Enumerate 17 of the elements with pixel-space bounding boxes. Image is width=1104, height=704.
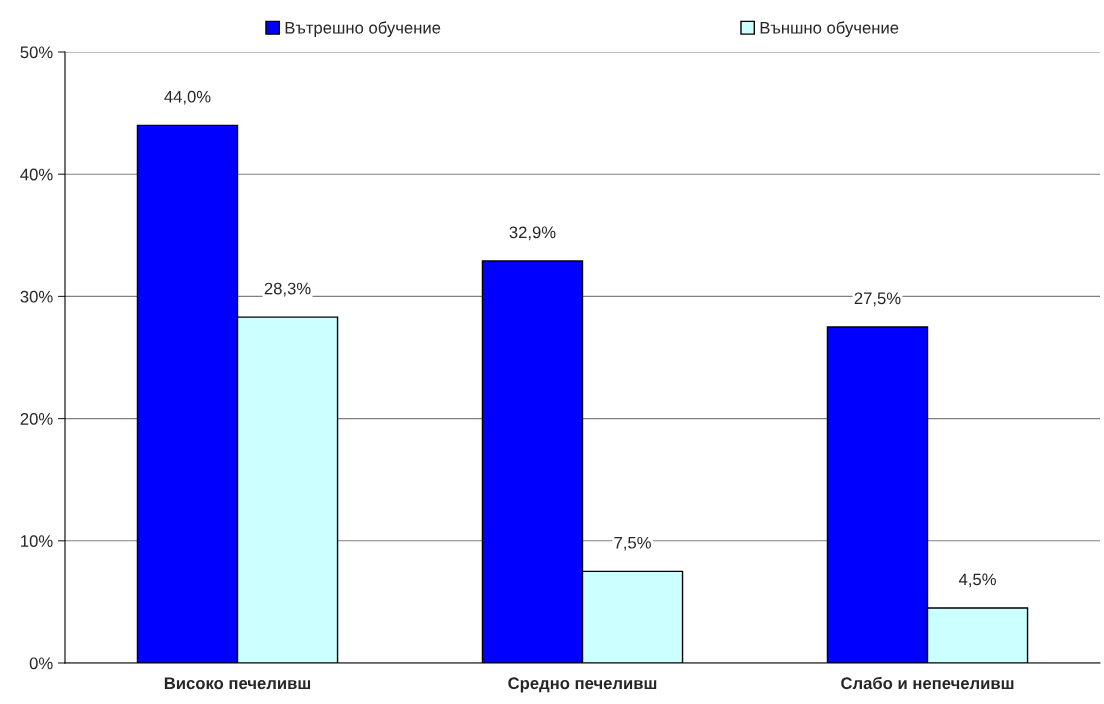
data-label: 32,9% xyxy=(509,226,556,241)
data-label: 27,5% xyxy=(854,292,901,307)
x-tick-label: Средно печеливш xyxy=(508,677,657,693)
y-tick-label: 50% xyxy=(20,46,53,59)
data-label: 28,3% xyxy=(264,282,311,297)
x-tick-label: Слабо и непечеливш xyxy=(841,676,1014,690)
y-tick-label: 30% xyxy=(20,290,53,303)
x-tick-label: Високо печеливш xyxy=(164,677,311,690)
y-tick-label: 0% xyxy=(29,657,53,670)
data-label: 7,5% xyxy=(614,536,651,551)
y-tick-label: 40% xyxy=(20,168,53,181)
data-label: 4,5% xyxy=(958,573,996,588)
legend-label: Външно обучение xyxy=(760,21,899,37)
y-tick-label: 10% xyxy=(21,535,53,547)
legend-label: Вътрешно обучение xyxy=(285,21,441,37)
y-tick-label: 20% xyxy=(20,413,53,425)
data-label: 44,0% xyxy=(164,90,211,105)
